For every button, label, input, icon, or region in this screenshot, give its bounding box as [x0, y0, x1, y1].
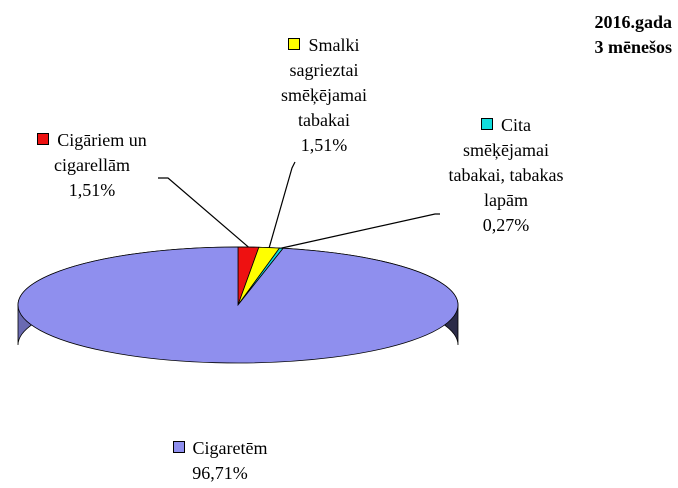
value-label: 1,51%	[300, 135, 348, 155]
value-label: 0,27%	[482, 215, 530, 235]
legend-swatch	[172, 441, 185, 453]
value-label: 96,71%	[192, 463, 248, 483]
legend-swatch	[288, 38, 301, 50]
pie-slice	[17, 246, 459, 364]
data-label: Cigaretēm 96,71%	[120, 436, 320, 486]
chart-subtitle: 3 mēnešos	[594, 37, 673, 57]
data-label: Cita smēķējamai tabakai, tabakas lapām 0,…	[440, 113, 572, 238]
legend-swatch	[481, 118, 493, 130]
data-label: Cigāriem un cigarellām 1,51%	[12, 128, 172, 203]
leader-line	[281, 213, 440, 249]
chart-title: 2016.gada	[594, 12, 672, 32]
category-label: Cita smēķējamai tabakai, tabakas lapām	[448, 115, 564, 210]
category-label: Cigāriem un cigarellām	[54, 130, 147, 175]
data-label: Smalki sagrieztai smēķējamai tabakai 1,51…	[262, 33, 386, 158]
value-label: 1,51%	[68, 180, 116, 200]
title-block: 2016.gada 3 mēnešos	[594, 10, 672, 60]
leader-line	[158, 177, 249, 248]
category-label: Smalki sagrieztai smēķējamai tabakai	[281, 35, 367, 130]
category-label: Cigaretēm	[192, 438, 268, 458]
legend-swatch	[37, 133, 50, 145]
leader-line	[268, 161, 296, 248]
